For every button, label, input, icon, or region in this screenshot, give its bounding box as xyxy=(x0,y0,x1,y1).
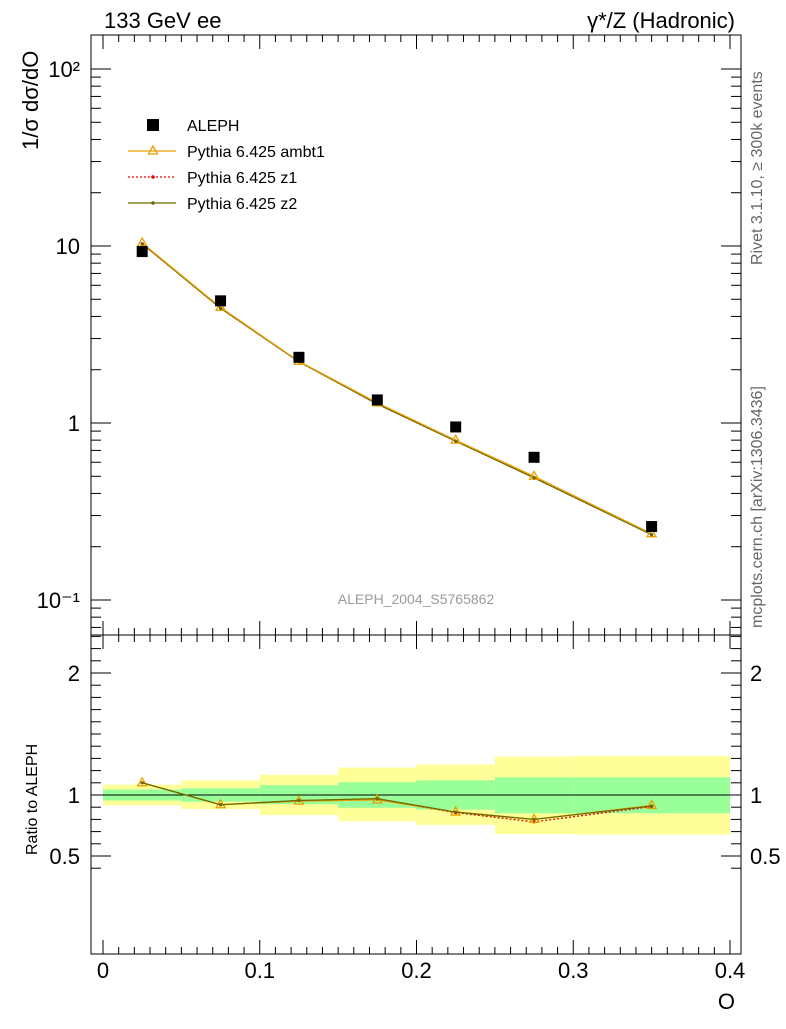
ratio-y-tick-label: 2 xyxy=(68,661,80,686)
legend-marker-ambt1 xyxy=(147,144,159,155)
legend-marker-aleph xyxy=(147,119,159,131)
legend-marker xyxy=(151,175,155,179)
ratio-y-tick-label: 1 xyxy=(68,783,80,808)
ratio-point xyxy=(454,810,458,814)
ambt1-point xyxy=(646,527,658,538)
ratio-y-axis-label: Ratio to ALEPH xyxy=(24,744,41,855)
ratio-plot: 0 0.1 0.2 0.3 0.4 0.5 0.5 1 1 2 2 Ratio to ALEPH O xyxy=(24,634,781,1014)
ratio-point xyxy=(218,803,223,807)
main-y-tick-label: 10² xyxy=(48,57,80,82)
main-y-tick-label: 10⁻¹ xyxy=(37,588,80,613)
ratio-point xyxy=(375,797,379,801)
mc-point xyxy=(650,533,654,537)
x-tick-label: 0.2 xyxy=(401,958,432,983)
aleph-point xyxy=(136,246,148,258)
aleph-point xyxy=(215,295,227,307)
x-tick-label: 0 xyxy=(97,958,109,983)
ambt1-point xyxy=(450,433,462,444)
mc-point xyxy=(140,242,144,246)
series-line-pythia-6-425-z2 xyxy=(141,243,652,536)
aleph-point xyxy=(528,451,540,463)
header-energy: 133 GeV ee xyxy=(104,8,221,33)
legend-label: Pythia 6.425 z1 xyxy=(187,170,297,187)
aleph-point xyxy=(450,421,462,433)
x-axis-label: O xyxy=(718,989,735,1014)
ratio-ambt1-point xyxy=(136,776,148,787)
x-tick-label: 0.1 xyxy=(244,958,275,983)
ratio-point xyxy=(650,804,654,808)
ratio-point xyxy=(297,798,301,803)
main-y-axis-label: 1/σ dσ/dO xyxy=(18,51,43,150)
ratio-point xyxy=(532,817,536,822)
aleph-point xyxy=(646,521,658,533)
series-line-pythia-6-425-z1 xyxy=(141,243,652,536)
main-y-tick-label: 1 xyxy=(68,411,80,436)
ratio-plot-frame xyxy=(90,634,742,955)
header-process: γ*/Z (Hadronic) xyxy=(587,8,735,33)
main-y-tick-label: 10 xyxy=(56,234,80,259)
legend-label: ALEPH xyxy=(187,118,239,135)
aleph-point xyxy=(371,394,383,406)
mcplots-label: mcplots.cern.ch [arXiv:1306.3436] xyxy=(749,386,766,628)
legend: ALEPH Pythia 6.425 ambt1 Pythia 6.425 z1 Py… xyxy=(128,118,325,213)
x-tick-label: 0.3 xyxy=(558,958,589,983)
ratio-ambt1-point xyxy=(646,799,658,810)
legend-marker xyxy=(151,201,155,205)
main-plot: 1/σ dσ/dO ALEPH_2004_S5765862 10⁻¹ 1 10 10²… xyxy=(18,34,742,636)
watermark: ALEPH_2004_S5765862 xyxy=(338,591,495,607)
ratio-y-tick-label: 0.5 xyxy=(49,844,80,869)
x-tick-label: 0.4 xyxy=(715,958,746,983)
ambt1-point xyxy=(136,236,148,247)
mc-point xyxy=(218,306,223,310)
ratio-point xyxy=(140,781,144,785)
ratio-y-tick-label-right: 1 xyxy=(750,783,762,808)
ratio-y-tick-label-right: 2 xyxy=(750,661,762,686)
rivet-label: Rivet 3.1.10, ≥ 300k events xyxy=(749,71,766,265)
mc-point xyxy=(454,439,458,443)
ratio-y-tick-label-right: 0.5 xyxy=(750,844,781,869)
mc-point xyxy=(532,476,536,480)
legend-label: Pythia 6.425 ambt1 xyxy=(187,144,325,161)
legend-label: Pythia 6.425 z2 xyxy=(187,196,297,213)
ratio-ambt1-point xyxy=(528,813,540,824)
series-line-pythia-6-425-ambt1 xyxy=(141,242,652,535)
aleph-point xyxy=(293,351,305,363)
ambt1-point xyxy=(214,301,227,312)
